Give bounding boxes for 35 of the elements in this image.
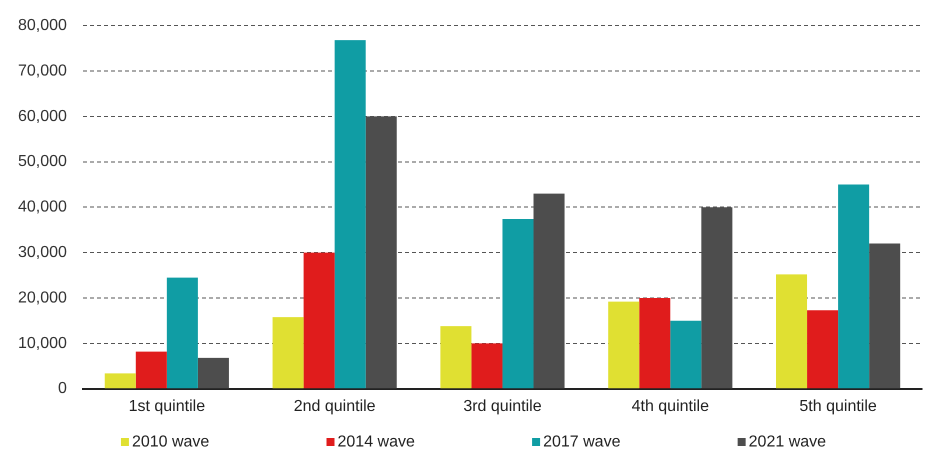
bar bbox=[869, 244, 900, 388]
y-tick-label: 30,000 bbox=[18, 244, 68, 262]
legend-label: 2017 wave bbox=[543, 433, 621, 450]
bar bbox=[670, 320, 702, 388]
bar bbox=[166, 278, 198, 388]
x-tick-label: 5th quintile bbox=[799, 398, 877, 415]
bar bbox=[471, 343, 502, 388]
y-tick-label: 10,000 bbox=[18, 334, 68, 352]
bar bbox=[838, 184, 870, 388]
bar bbox=[272, 317, 304, 388]
bar bbox=[502, 219, 534, 388]
legend-label: 2010 wave bbox=[132, 433, 210, 450]
bar bbox=[807, 310, 838, 388]
x-tick-label: 4th quintile bbox=[632, 398, 710, 415]
y-tick-label: 60,000 bbox=[18, 108, 68, 125]
y-tick-label: 50,000 bbox=[18, 153, 68, 170]
legend-label: 2021 wave bbox=[748, 433, 826, 450]
bar bbox=[608, 302, 640, 388]
legend-label: 2014 wave bbox=[338, 433, 415, 450]
x-tick-label: 3rd quintile bbox=[463, 398, 542, 415]
x-tick-label: 2nd quintile bbox=[294, 398, 376, 415]
bar bbox=[334, 40, 366, 388]
bar bbox=[104, 373, 136, 388]
y-tick-label: 70,000 bbox=[18, 62, 68, 80]
y-tick-label: 0 bbox=[58, 380, 68, 398]
bar bbox=[136, 352, 167, 388]
bar bbox=[304, 252, 335, 388]
y-tick-label: 20,000 bbox=[18, 289, 68, 306]
x-tick-label: 1st quintile bbox=[128, 398, 206, 415]
y-tick-label: 80,000 bbox=[18, 17, 68, 34]
bar bbox=[198, 358, 229, 388]
y-tick-label: 40,000 bbox=[18, 198, 68, 216]
bar bbox=[776, 274, 808, 388]
bar bbox=[440, 326, 472, 388]
bar bbox=[639, 298, 670, 388]
